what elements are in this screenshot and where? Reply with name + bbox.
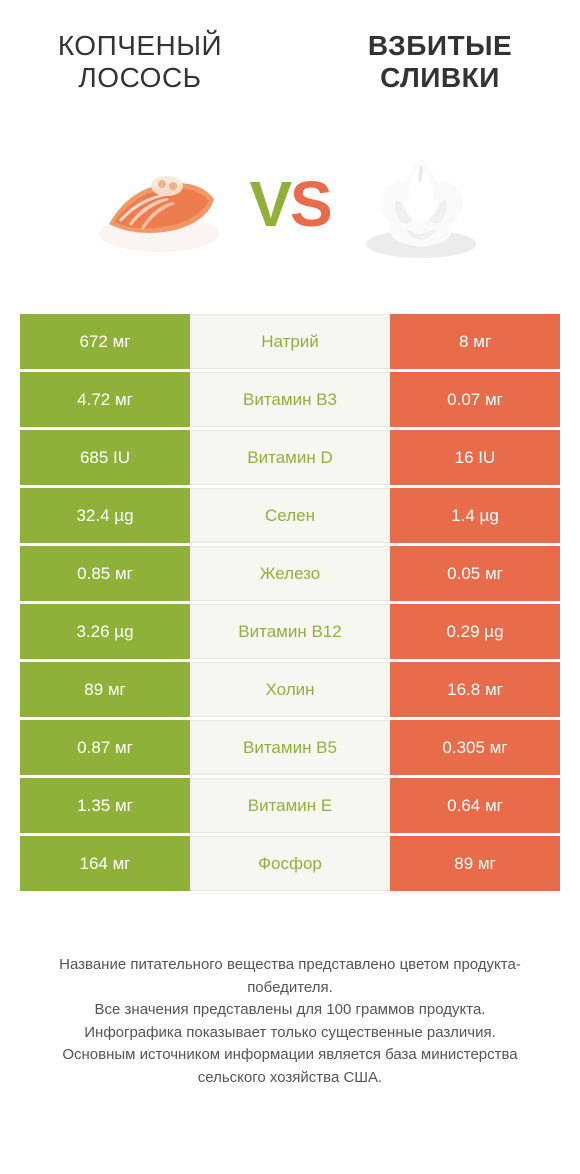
footer-line: Инфографика показывает только существенн… bbox=[30, 1022, 550, 1045]
nutrient-label: Натрий bbox=[190, 314, 390, 369]
left-value: 685 IU bbox=[20, 430, 190, 485]
footer-line: Все значения представлены для 100 граммо… bbox=[30, 999, 550, 1022]
table-row: 32.4 µgСелен1.4 µg bbox=[20, 488, 560, 543]
right-value: 0.29 µg bbox=[390, 604, 560, 659]
table-row: 164 мгФосфор89 мг bbox=[20, 836, 560, 891]
left-value: 0.85 мг bbox=[20, 546, 190, 601]
nutrient-label: Витамин B3 bbox=[190, 372, 390, 427]
right-value: 0.305 мг bbox=[390, 720, 560, 775]
left-value: 89 мг bbox=[20, 662, 190, 717]
right-value: 0.05 мг bbox=[390, 546, 560, 601]
nutrient-label: Холин bbox=[190, 662, 390, 717]
nutrient-label: Фосфор bbox=[190, 836, 390, 891]
right-value: 8 мг bbox=[390, 314, 560, 369]
footer-note: Название питательного вещества представл… bbox=[0, 894, 580, 1109]
right-value: 16 IU bbox=[390, 430, 560, 485]
right-value: 16.8 мг bbox=[390, 662, 560, 717]
table-row: 4.72 мгВитамин B30.07 мг bbox=[20, 372, 560, 427]
right-value: 1.4 µg bbox=[390, 488, 560, 543]
table-row: 685 IUВитамин D16 IU bbox=[20, 430, 560, 485]
right-food-title: ВЗБИТЫЕ СЛИВКИ bbox=[340, 30, 540, 94]
nutrient-label: Витамин B12 bbox=[190, 604, 390, 659]
nutrient-label: Витамин D bbox=[190, 430, 390, 485]
left-value: 32.4 µg bbox=[20, 488, 190, 543]
vs-letter-s: S bbox=[290, 168, 331, 240]
nutrient-label: Витамин E bbox=[190, 778, 390, 833]
footer-line: Название питательного вещества представл… bbox=[30, 954, 550, 999]
table-row: 3.26 µgВитамин B120.29 µg bbox=[20, 604, 560, 659]
table-row: 89 мгХолин16.8 мг bbox=[20, 662, 560, 717]
nutrient-label: Селен bbox=[190, 488, 390, 543]
table-row: 672 мгНатрий8 мг bbox=[20, 314, 560, 369]
table-row: 1.35 мгВитамин E0.64 мг bbox=[20, 778, 560, 833]
nutrient-label: Витамин B5 bbox=[190, 720, 390, 775]
table-row: 0.85 мгЖелезо0.05 мг bbox=[20, 546, 560, 601]
footer-line: Основным источником информации является … bbox=[30, 1044, 550, 1089]
vs-label: VS bbox=[249, 167, 330, 241]
left-value: 672 мг bbox=[20, 314, 190, 369]
right-value: 0.64 мг bbox=[390, 778, 560, 833]
cream-image bbox=[341, 134, 501, 274]
left-value: 0.87 мг bbox=[20, 720, 190, 775]
right-value: 89 мг bbox=[390, 836, 560, 891]
vs-letter-v: V bbox=[249, 168, 290, 240]
table-row: 0.87 мгВитамин B50.305 мг bbox=[20, 720, 560, 775]
header: КОПЧЕНЫЙ ЛОСОСЬ ВЗБИТЫЕ СЛИВКИ bbox=[0, 0, 580, 104]
nutrient-label: Железо bbox=[190, 546, 390, 601]
left-food-title: КОПЧЕНЫЙ ЛОСОСЬ bbox=[40, 30, 240, 94]
left-value: 3.26 µg bbox=[20, 604, 190, 659]
left-value: 1.35 мг bbox=[20, 778, 190, 833]
nutrient-table: 672 мгНатрий8 мг4.72 мгВитамин B30.07 мг… bbox=[0, 314, 580, 891]
left-value: 4.72 мг bbox=[20, 372, 190, 427]
salmon-image bbox=[79, 134, 239, 274]
left-value: 164 мг bbox=[20, 836, 190, 891]
vs-row: VS bbox=[0, 104, 580, 314]
right-value: 0.07 мг bbox=[390, 372, 560, 427]
